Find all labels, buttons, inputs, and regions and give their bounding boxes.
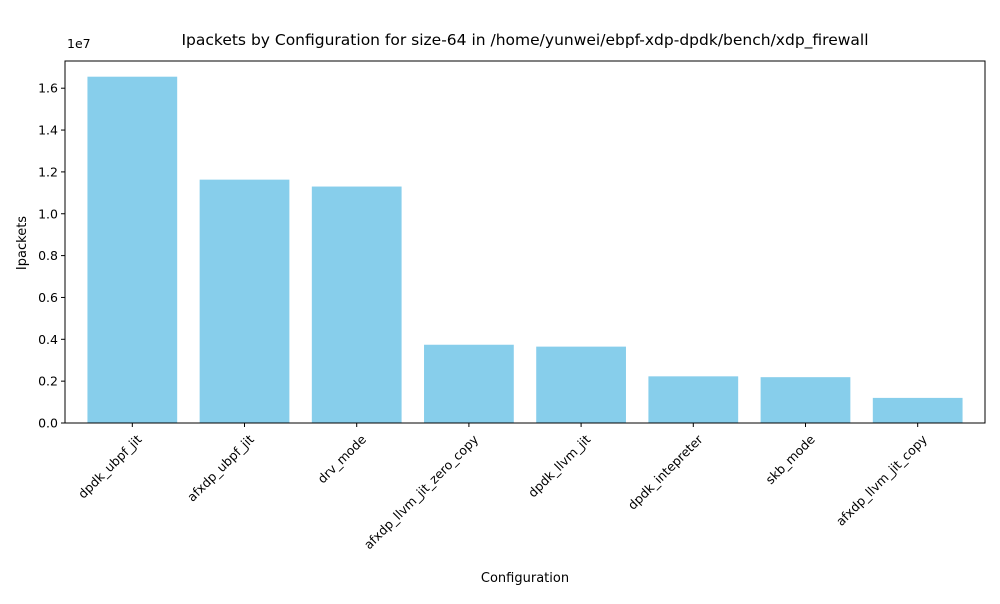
bar-afxdp_llvm_jit_copy	[872, 397, 963, 423]
y-tick-label: 1.2	[38, 164, 58, 179]
x-tick-label-dpdk_llvm_jit: dpdk_llvm_jit	[525, 432, 594, 501]
y-axis-ticks: 0.0 0.2 0.4 0.6 0.8 1.0 1.2 1.4 1.6	[38, 81, 65, 431]
y-tick-label: 0.2	[38, 374, 58, 389]
bar-series	[87, 76, 963, 424]
y-axis-label: Ipackets	[15, 216, 30, 270]
y-tick-label: 0.4	[38, 332, 58, 347]
x-tick-label-afxdp_llvm_jit_copy: afxdp_llvm_jit_copy	[833, 431, 931, 529]
plot-frame	[64, 60, 986, 424]
bar-drv_mode	[311, 186, 402, 423]
y-tick-label: 0.0	[38, 416, 58, 431]
y-tick-label: 0.8	[38, 248, 58, 263]
y-tick-label: 0.6	[38, 290, 58, 305]
axes-frame	[64, 60, 986, 424]
bar-skb_mode	[760, 377, 851, 423]
y-tick-label: 1.0	[38, 206, 58, 221]
x-axis-label: Configuration	[481, 571, 569, 586]
y-axis-offset-label: 1e7	[67, 36, 91, 51]
x-tick-label-skb_mode: skb_mode	[762, 431, 818, 487]
x-tick-label-dpdk_ubpf_jit: dpdk_ubpf_jit	[75, 432, 145, 502]
x-axis-ticks: dpdk_ubpf_jit afxdp_ubpf_jit drv_modeafxdp…	[75, 423, 931, 552]
x-tick-label-afxdp_llvm_jit_zero_copy: afxdp_llvm_jit_zero_copy	[361, 431, 482, 552]
x-tick-label-drv_mode: drv_mode	[314, 431, 369, 486]
bar-dpdk_intepreter	[648, 376, 739, 423]
x-tick-label-dpdk_intepreter: dpdk_intepreter	[625, 431, 707, 513]
bar-afxdp_llvm_jit_zero_copy	[424, 344, 514, 423]
bar-afxdp_ubpf_jit	[199, 179, 290, 423]
chart-title: Ipackets by Configuration for size-64 in…	[181, 31, 868, 50]
y-tick-label: 1.4	[38, 123, 58, 138]
x-tick-label-afxdp_ubpf_jit: afxdp_ubpf_jit	[184, 432, 257, 505]
bar-dpdk_llvm_jit	[536, 346, 626, 423]
bar-dpdk_ubpf_jit	[87, 76, 178, 424]
y-tick-label: 1.6	[38, 81, 58, 96]
